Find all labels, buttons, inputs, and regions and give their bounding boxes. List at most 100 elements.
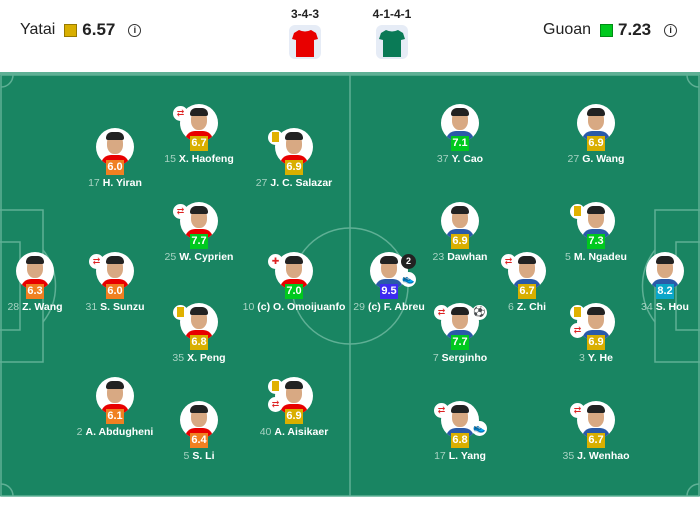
player-away[interactable]: 6.7 35 J. Wenhao ⇄ xyxy=(536,401,656,462)
avatar-hair xyxy=(518,256,536,264)
player-number: 5 xyxy=(183,450,190,462)
substitution-icon: ⇄ xyxy=(434,305,449,320)
player-name: X. Peng xyxy=(187,352,226,364)
player-home[interactable]: 6.4 5 S. Li xyxy=(139,401,259,462)
info-icon[interactable]: i xyxy=(128,23,142,37)
substitution-icon: ⇄ xyxy=(268,397,283,412)
match-header: Yatai 6.57 i 3-4-3 4-1-4-1 Guoan 7.23 i xyxy=(0,0,700,72)
player-name-line: 40 A. Aisikaer xyxy=(234,426,354,438)
avatar-hair xyxy=(190,206,208,214)
info-icon[interactable]: i xyxy=(664,23,678,37)
avatar-hair xyxy=(285,256,303,264)
player-rating: 7.7 xyxy=(451,335,469,350)
substitution-icon: ⇄ xyxy=(570,323,585,338)
player-name: J. Wenhao xyxy=(577,450,630,462)
player-home[interactable]: 7.7 25 W. Cyprien ⇄ xyxy=(139,202,259,263)
player-name: Z. Chi xyxy=(516,301,546,313)
player-away[interactable]: 7.7 7 Serginho ⇄ ⚽ xyxy=(400,303,520,364)
player-name: (c) O. Omoijuanfo xyxy=(257,301,346,313)
player-rating: 6.4 xyxy=(190,433,208,448)
avatar-hair xyxy=(380,256,398,264)
player-avatar[interactable] xyxy=(646,252,684,290)
substitution-icon: ⇄ xyxy=(173,106,188,121)
yellow-card-icon xyxy=(268,130,283,145)
home-formation-label: 3-4-3 xyxy=(290,7,319,21)
player-name-line: 35 X. Peng xyxy=(139,352,259,364)
player-avatar[interactable] xyxy=(577,104,615,142)
player-number: 40 xyxy=(259,426,272,438)
player-away[interactable]: 8.2 34 S. Hou xyxy=(605,252,700,313)
player-name: S. Li xyxy=(192,450,215,462)
substitution-icon: ⇄ xyxy=(173,204,188,219)
player-away[interactable]: 9.5 29 (c) F. Abreu 2 👟 xyxy=(329,252,449,313)
player-name: H. Yiran xyxy=(102,177,142,189)
player-away[interactable]: 6.8 17 L. Yang ⇄ 👟 xyxy=(400,401,520,462)
player-home[interactable]: 6.0 17 H. Yiran xyxy=(55,128,175,189)
player-name: G. Wang xyxy=(582,153,625,165)
avatar-hair xyxy=(451,206,469,214)
player-rating: 6.9 xyxy=(587,136,605,151)
player-avatar[interactable] xyxy=(577,401,615,439)
avatar-hair xyxy=(190,108,208,116)
card-shape xyxy=(574,307,581,317)
player-home[interactable]: 6.0 31 S. Sunzu ⇄ xyxy=(55,252,175,313)
player-number: 7 xyxy=(432,352,439,364)
avatar-hair xyxy=(26,256,44,264)
player-name-line: 5 M. Ngadeu xyxy=(536,251,656,263)
player-home[interactable]: 6.3 28 Z. Wang xyxy=(0,252,95,313)
player-name-line: 27 J. C. Salazar xyxy=(234,177,354,189)
player-name: A. Abdugheni xyxy=(85,426,154,438)
substitution-icon: ⇄ xyxy=(434,403,449,418)
player-name-line: 34 S. Hou xyxy=(605,301,700,313)
player-name: Serginho xyxy=(441,352,488,364)
player-rating: 7.3 xyxy=(587,234,605,249)
away-formation-label: 4-1-4-1 xyxy=(372,7,412,21)
yellow-card-icon xyxy=(570,305,585,320)
player-home[interactable]: 7.0 10 (c) O. Omoijuanfo ✚ xyxy=(234,252,354,313)
player-rating: 7.1 xyxy=(451,136,469,151)
player-rating: 6.9 xyxy=(587,335,605,350)
player-name: W. Cyprien xyxy=(179,251,234,263)
player-name-line: 3 Y. He xyxy=(536,352,656,364)
player-home[interactable]: 6.8 35 X. Peng xyxy=(139,303,259,364)
player-away[interactable]: 6.7 6 Z. Chi ⇄ xyxy=(467,252,587,313)
player-number: 34 xyxy=(641,301,653,313)
player-name-line: 10 (c) O. Omoijuanfo xyxy=(234,301,354,313)
player-name-line: 25 W. Cyprien xyxy=(139,251,259,263)
card-shape xyxy=(574,206,581,216)
avatar-hair xyxy=(587,307,605,315)
player-name: S. Sunzu xyxy=(100,301,145,313)
player-name: (c) F. Abreu xyxy=(367,301,425,313)
player-rating: 6.8 xyxy=(451,433,469,448)
avatar-hair xyxy=(587,206,605,214)
player-home[interactable]: 6.1 2 A. Abdugheni xyxy=(55,377,175,438)
avatar-hair xyxy=(285,381,303,389)
player-name-line: 6 Z. Chi xyxy=(467,301,587,313)
player-away[interactable]: 6.9 3 Y. He ⇄ xyxy=(536,303,656,364)
player-number: 17 xyxy=(88,177,100,189)
player-name-line: 17 H. Yiran xyxy=(55,177,175,189)
player-home[interactable]: 6.7 15 X. Haofeng ⇄ xyxy=(139,104,259,165)
player-home[interactable]: 6.9 40 A. Aisikaer ⇄ xyxy=(234,377,354,438)
player-home[interactable]: 6.9 27 J. C. Salazar xyxy=(234,128,354,189)
avatar-hair xyxy=(451,307,469,315)
player-name-line: 5 S. Li xyxy=(139,450,259,462)
avatar-hair xyxy=(451,405,469,413)
home-average-rating: 6.57 xyxy=(82,20,116,39)
player-name-line: 23 Dawhan xyxy=(400,251,520,263)
player-rating: 6.0 xyxy=(106,284,124,299)
avatar-hair xyxy=(587,405,605,413)
player-away[interactable]: 7.1 37 Y. Cao xyxy=(400,104,520,165)
home-formation: 3-4-3 xyxy=(285,7,325,59)
player-away[interactable]: 6.9 27 G. Wang xyxy=(536,104,656,165)
player-number: 27 xyxy=(255,177,268,189)
goal-ball-icon: ⚽ xyxy=(472,305,487,320)
player-name-line: 15 X. Haofeng xyxy=(139,153,259,165)
player-away[interactable]: 7.3 5 M. Ngadeu xyxy=(536,202,656,263)
away-average-rating: 7.23 xyxy=(618,20,652,39)
player-number: 5 xyxy=(565,251,571,263)
player-number: 28 xyxy=(7,301,20,313)
player-away[interactable]: 6.9 23 Dawhan xyxy=(400,202,520,263)
player-number: 2 xyxy=(76,426,83,438)
player-rating: 6.3 xyxy=(26,284,44,299)
